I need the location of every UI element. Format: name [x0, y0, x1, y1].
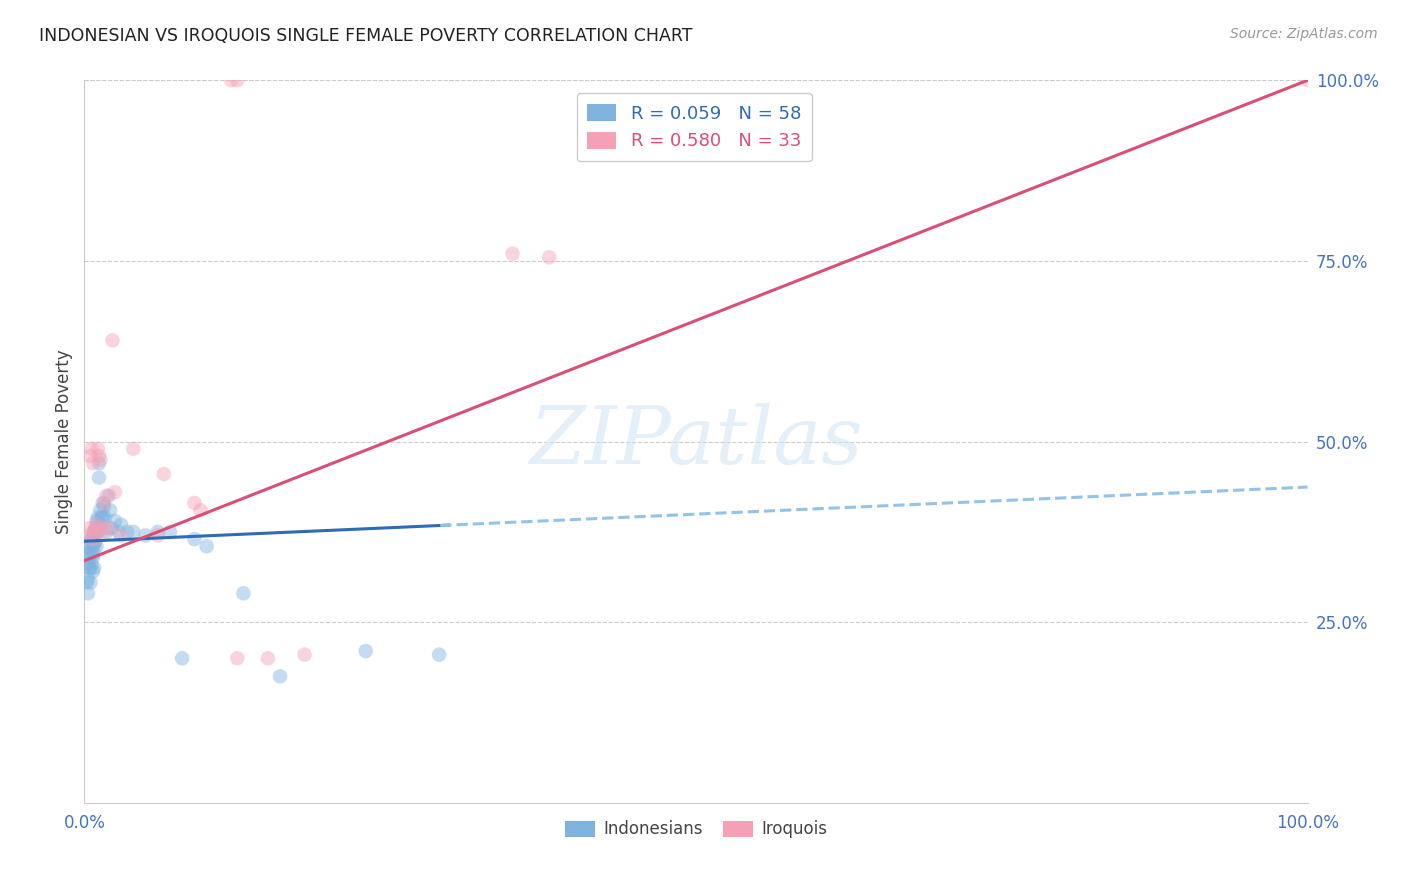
- Point: [101, 334, 124, 348]
- Point: [82, 565, 104, 579]
- Point: [87, 524, 110, 539]
- Point: [87, 456, 110, 470]
- Point: [83, 535, 105, 549]
- Point: [190, 503, 212, 517]
- Point: [427, 648, 450, 662]
- Point: [96, 524, 118, 539]
- Legend: Indonesians, Iroquois: Indonesians, Iroquois: [558, 814, 834, 845]
- Point: [82, 456, 104, 470]
- Point: [80, 442, 103, 456]
- Point: [226, 73, 249, 87]
- Point: [84, 521, 107, 535]
- Point: [195, 539, 218, 553]
- Point: [107, 524, 129, 539]
- Point: [86, 514, 108, 528]
- Point: [79, 547, 101, 561]
- Point: [87, 510, 110, 524]
- Point: [146, 528, 169, 542]
- Point: [90, 510, 112, 524]
- Point: [219, 73, 242, 87]
- Point: [269, 669, 291, 683]
- Point: [77, 550, 100, 565]
- Point: [83, 561, 105, 575]
- Point: [77, 547, 100, 561]
- Y-axis label: Single Female Poverty: Single Female Poverty: [55, 350, 73, 533]
- Point: [79, 449, 101, 463]
- Point: [82, 528, 104, 542]
- Point: [104, 514, 127, 528]
- Point: [84, 521, 107, 535]
- Point: [104, 485, 127, 500]
- Point: [77, 528, 100, 542]
- Point: [183, 532, 205, 546]
- Point: [135, 528, 157, 542]
- Point: [1296, 73, 1319, 87]
- Point: [502, 246, 524, 260]
- Point: [80, 558, 103, 572]
- Point: [76, 575, 98, 590]
- Point: [79, 535, 101, 549]
- Point: [93, 496, 115, 510]
- Point: [77, 586, 100, 600]
- Point: [87, 470, 110, 484]
- Point: [82, 539, 104, 553]
- Point: [83, 524, 105, 539]
- Point: [97, 489, 120, 503]
- Point: [77, 539, 100, 553]
- Text: INDONESIAN VS IROQUOIS SINGLE FEMALE POVERTY CORRELATION CHART: INDONESIAN VS IROQUOIS SINGLE FEMALE POV…: [39, 27, 693, 45]
- Point: [89, 503, 111, 517]
- Point: [91, 510, 114, 524]
- Point: [82, 550, 104, 565]
- Point: [89, 452, 111, 467]
- Point: [100, 521, 122, 535]
- Point: [89, 517, 111, 532]
- Point: [354, 644, 377, 658]
- Point: [77, 561, 100, 575]
- Point: [79, 561, 101, 575]
- Point: [153, 467, 176, 481]
- Point: [172, 651, 194, 665]
- Point: [94, 510, 117, 524]
- Point: [90, 524, 112, 539]
- Point: [538, 250, 561, 264]
- Point: [87, 442, 110, 456]
- Point: [77, 521, 100, 535]
- Point: [80, 542, 103, 557]
- Point: [98, 503, 121, 517]
- Point: [183, 496, 205, 510]
- Point: [80, 532, 103, 546]
- Point: [110, 528, 132, 542]
- Point: [110, 517, 132, 532]
- Point: [84, 535, 107, 549]
- Point: [86, 524, 108, 539]
- Point: [115, 524, 138, 539]
- Point: [93, 500, 115, 514]
- Point: [82, 532, 104, 546]
- Point: [77, 572, 100, 586]
- Text: ZIPatlas: ZIPatlas: [529, 403, 863, 480]
- Point: [294, 648, 316, 662]
- Point: [97, 521, 120, 535]
- Point: [96, 489, 118, 503]
- Point: [83, 547, 105, 561]
- Point: [122, 524, 145, 539]
- Text: Source: ZipAtlas.com: Source: ZipAtlas.com: [1230, 27, 1378, 41]
- Point: [257, 651, 280, 665]
- Point: [79, 575, 101, 590]
- Point: [77, 558, 100, 572]
- Point: [83, 524, 105, 539]
- Point: [232, 586, 254, 600]
- Point: [86, 517, 108, 532]
- Point: [87, 449, 110, 463]
- Point: [122, 442, 145, 456]
- Point: [91, 496, 114, 510]
- Point: [226, 651, 249, 665]
- Point: [86, 539, 108, 553]
- Point: [159, 524, 181, 539]
- Point: [91, 521, 114, 535]
- Point: [146, 524, 169, 539]
